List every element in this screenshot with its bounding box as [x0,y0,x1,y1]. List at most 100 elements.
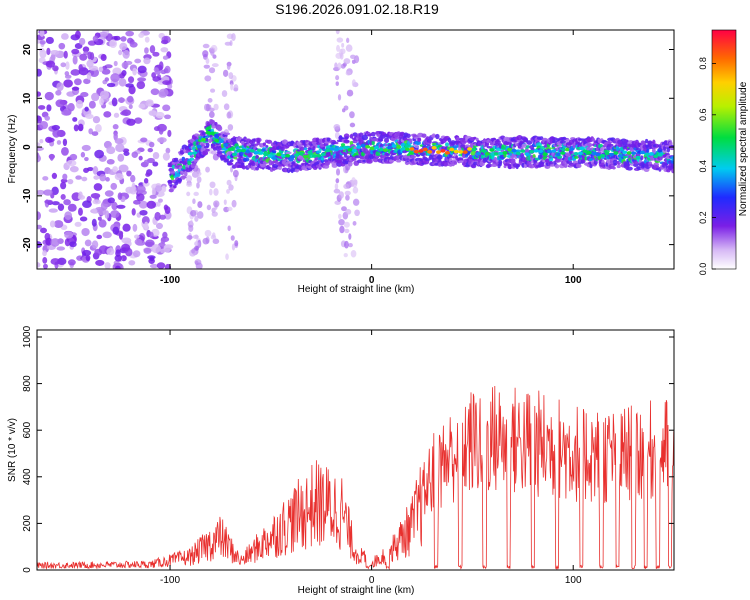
spectrogram-cell [227,206,233,211]
spectrogram-cell [149,256,155,262]
spectrogram-cell [271,150,277,153]
spectrogram-cell [93,183,103,191]
spectrogram-cell [87,51,93,60]
spectrogram-cell [98,219,107,228]
spectrogram-cell [42,250,47,257]
spectrogram-cell [231,33,236,41]
spectrogram-cell [137,77,147,82]
spectrogram-cell [591,138,596,142]
spectrogram-cell [409,147,415,151]
spectrogram-cell [226,179,232,186]
spectrogram-cell [551,139,558,144]
spectrogram-cell [638,159,643,163]
spectrogram-cell [494,140,501,144]
spectrogram-cell [520,152,524,158]
spectrogram-cell [37,154,41,163]
spectrogram-cell [378,147,384,152]
spectrogram-cell [633,160,639,165]
spectrogram-cell [345,70,352,76]
spectrogram-cell [335,81,339,87]
spectrogram-cell [347,148,353,152]
spectrogram-cell [350,249,357,258]
spectrogram-cell [385,153,391,157]
spectrogram-cell [233,87,239,92]
spectrogram-cell [151,187,156,196]
spectrogram-cell [343,221,350,228]
spectrogram-cell [189,219,193,226]
spectrogram-cell [230,235,235,241]
spectrogram-cell [92,35,99,42]
spectrogram-cell [289,155,295,159]
spectrogram-cell [57,203,65,211]
spectrogram-cell [48,208,58,213]
spectrogram-cell [132,223,138,232]
spectrogram-cell [168,188,174,193]
spectrogram-cell [373,145,379,150]
spectrogram-cell [167,179,173,184]
spectrogram-cell [341,42,345,48]
spectrogram-cell [484,151,490,156]
colorbar-ticks: 0.0 0.2 0.4 0.6 0.8 [698,57,716,275]
spectrogram-cell [37,115,43,124]
spectrogram-cell [69,165,79,173]
spectrogram-cell [340,143,346,147]
spectrogram-cell [662,149,668,153]
spectrogram-cell [576,163,582,168]
spectrogram-cell [230,83,234,91]
spectrogram-cell [145,172,151,177]
spectrogram-cell [114,138,124,145]
snr-frame [36,329,675,571]
spectrogram-cell [335,75,340,81]
spectrogram-cell [538,149,544,153]
spectrogram-cell [366,158,373,164]
spectrogram-cell [91,92,100,102]
spectrogram-cell [134,238,143,246]
spectrogram-cell [367,133,372,137]
spectrogram-cell [128,85,136,95]
spectrogram-cell [162,80,172,86]
snr-ytick-label: 200 [22,515,33,532]
spectrogram-cell [45,237,52,246]
spectrogram-cell [544,158,550,163]
spectrogram-cell [67,203,77,212]
snr-ytick-label: 800 [22,375,33,392]
spectrogram-cell [589,164,593,169]
spectrogram-cell [158,61,164,71]
spectrogram-cell [317,144,321,149]
spectrogram-cell [60,62,67,68]
spectrogram-cell [336,168,341,176]
spectrogram-cell [421,133,427,138]
spectrogram-cell [462,150,468,154]
spectrogram-cell [74,78,82,86]
spectrogram-cell [113,35,121,41]
spectrogram-cell [61,33,69,40]
spectrogram-cell [98,31,109,37]
spectrogram-cell [207,98,213,103]
spectrogram-cell [563,163,568,168]
spectrogram-cell [555,152,561,157]
spectrogram-cell [473,136,477,140]
spectrogram-cell [78,64,83,72]
spectrogram-cell [249,148,255,153]
spectrogram-cell [104,77,110,82]
spectrogram-cell [156,201,161,207]
spectrogram-cell [127,95,134,103]
spectrogram-cell [148,110,158,116]
spectrogram-cell [339,156,344,161]
spectrogram-cell [88,100,96,109]
spectrogram-cell [655,167,659,171]
snr-ytick-label: 1000 [22,325,33,348]
spectrogram-cell [197,201,203,209]
spectrogram-cell [64,211,73,220]
spectrogram-cell [615,147,620,152]
spectrogram-cell [81,227,90,237]
spectrogram-cell [160,237,166,244]
spectrogram-cell [669,146,674,150]
snr-xlabel: Height of straight line (km) [298,585,415,596]
spectrogram-cell [338,218,345,226]
spectrogram-cell [413,149,419,154]
spectrogram-cell [458,150,464,154]
spectrogram-cell [396,159,402,163]
